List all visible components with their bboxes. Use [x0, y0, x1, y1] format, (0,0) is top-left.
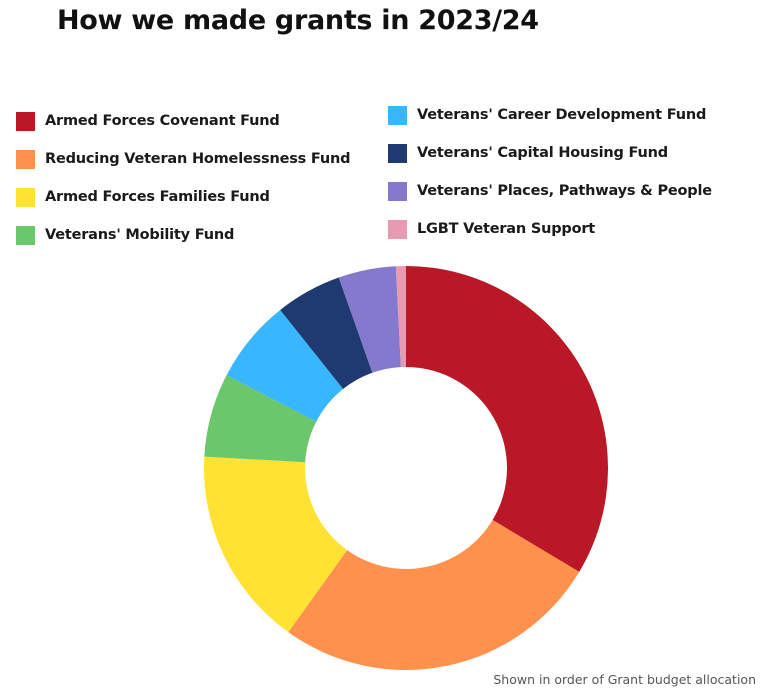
- donut-slice: [338, 266, 401, 373]
- legend-item: Armed Forces Covenant Fund: [16, 102, 350, 140]
- donut-slice: [395, 266, 406, 368]
- legend-swatch: [388, 219, 407, 239]
- legend-item: Reducing Veteran Homelessness Fund: [16, 140, 351, 178]
- legend-item: Veterans' Career Development Fund: [388, 96, 712, 134]
- legend-label: Armed Forces Covenant Fund: [45, 113, 280, 129]
- donut-slices: [204, 266, 608, 671]
- donut-slice: [226, 309, 344, 422]
- legend-label: Veterans' Places, Pathways & People: [417, 183, 712, 199]
- chart-title: How we made grants in 2023/24: [57, 5, 539, 36]
- legend-swatch: [16, 111, 35, 131]
- legend-item: Veterans' Capital Housing Fund: [388, 134, 712, 172]
- legend-swatch: [16, 187, 35, 207]
- legend-label: Veterans' Mobility Fund: [45, 227, 235, 243]
- legend-item: Veterans' Mobility Fund: [16, 216, 350, 254]
- legend-swatch: [388, 105, 407, 125]
- donut-slice: [406, 266, 608, 572]
- legend-label: Veterans' Capital Housing Fund: [417, 145, 668, 161]
- legend-item: LGBT Veteran Support: [388, 210, 712, 248]
- legend-item: Veterans' Places, Pathways & People: [388, 172, 712, 210]
- legend-label: Veterans' Career Development Fund: [417, 107, 707, 123]
- donut-slice: [204, 375, 317, 463]
- legend-right-column: Veterans' Career Development Fund Vetera…: [388, 96, 712, 248]
- legend-item: Armed Forces Families Fund: [16, 178, 350, 216]
- legend-label: Reducing Veteran Homelessness Fund: [45, 151, 351, 167]
- legend-swatch: [16, 149, 35, 169]
- legend-left-column: Armed Forces Covenant Fund Reducing Vete…: [16, 102, 351, 254]
- donut-slice: [288, 519, 580, 671]
- legend-label: LGBT Veteran Support: [417, 221, 596, 237]
- legend-swatch: [388, 181, 407, 201]
- legend-swatch: [16, 225, 35, 245]
- legend-label: Armed Forces Families Fund: [45, 189, 270, 205]
- legend-swatch: [388, 143, 407, 163]
- donut-slice: [204, 456, 348, 633]
- donut-slice: [280, 277, 373, 389]
- footnote: Shown in order of Grant budget allocatio…: [493, 672, 756, 687]
